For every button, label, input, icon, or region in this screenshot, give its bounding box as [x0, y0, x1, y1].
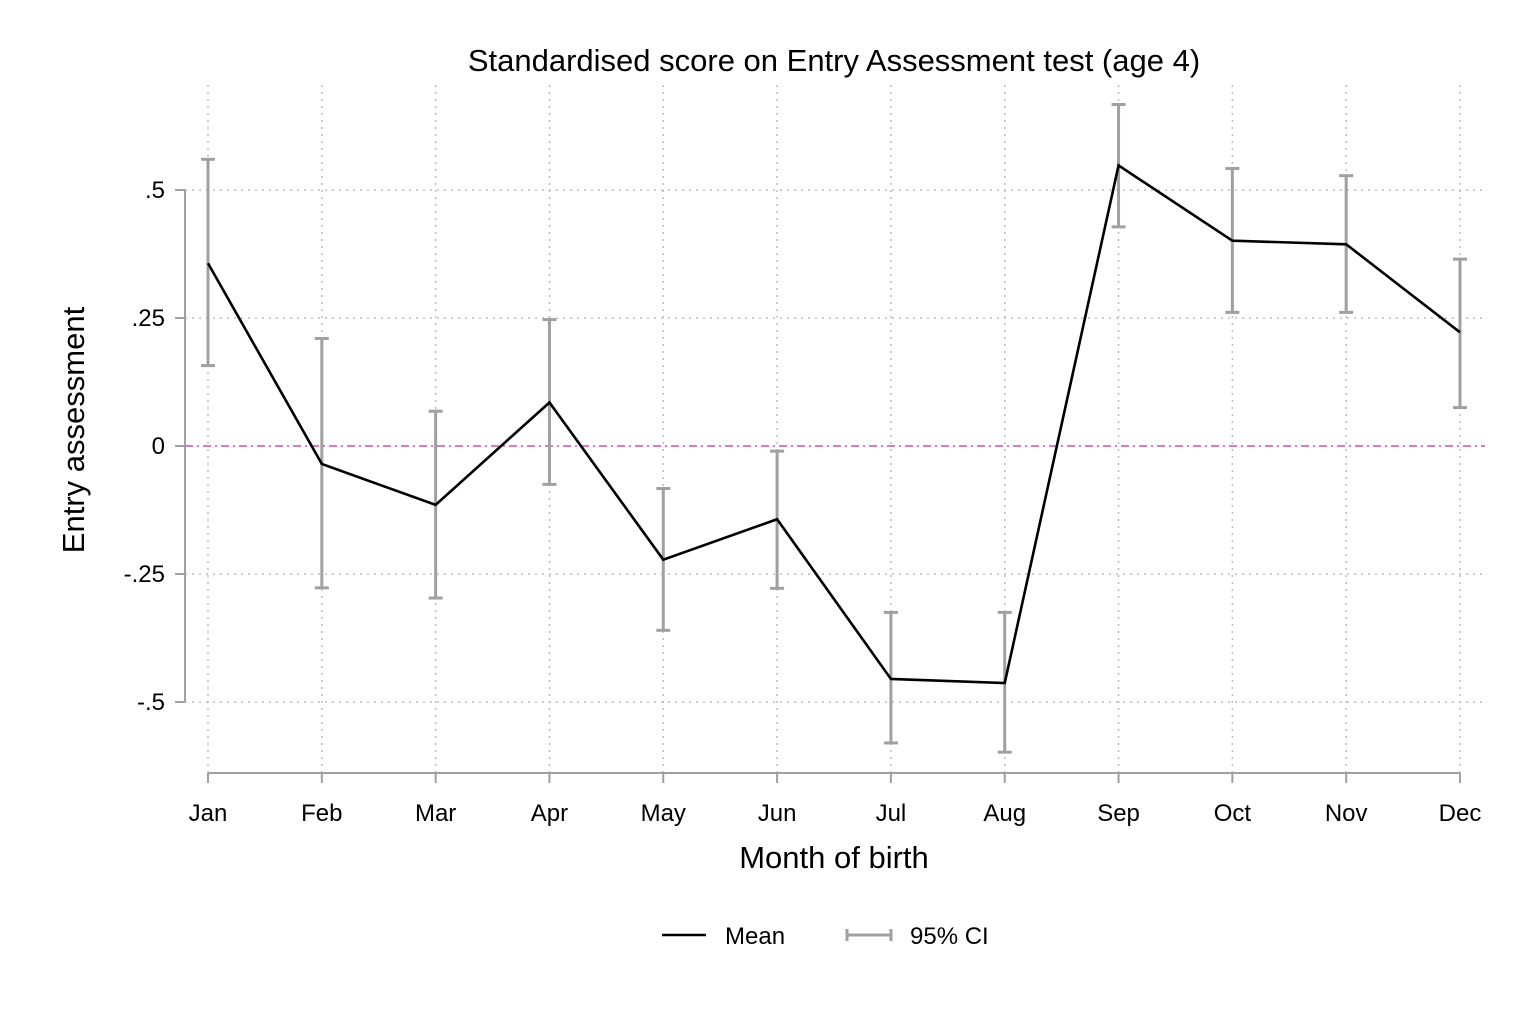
legend-label-mean: Mean: [725, 923, 785, 950]
legend-label-ci: 95% CI: [910, 923, 989, 950]
legend: Mean 95% CI: [662, 923, 989, 950]
ci-bar: [1453, 257, 1467, 410]
y-tick-label: .25: [132, 305, 165, 332]
x-tick-label: Sep: [1097, 800, 1140, 827]
x-axis-title: Month of birth: [739, 840, 929, 875]
y-tick-label: 0: [152, 433, 165, 460]
y-tick-label: .5: [145, 177, 165, 204]
x-tick-label: Dec: [1439, 800, 1482, 827]
x-tick-label: May: [641, 800, 686, 827]
x-tick-label: Mar: [415, 800, 456, 827]
y-tick-label: -.25: [124, 561, 165, 588]
x-tick-label: Jan: [189, 800, 228, 827]
y-axis-title: Entry assessment: [56, 306, 91, 553]
ci-series: [201, 102, 1467, 754]
x-tick-label: Jul: [876, 800, 907, 827]
x-tick-label: Oct: [1214, 800, 1252, 827]
axes: .5 .25 0 -.25 -.5 Jan Feb Mar Apr May Jun Jul Aug Sep…: [124, 177, 1482, 827]
x-tick-label: Feb: [301, 800, 342, 827]
x-tick-label: Nov: [1325, 800, 1368, 827]
y-tick-label: -.5: [137, 689, 165, 716]
mean-line: [206, 163, 1461, 685]
ci-bar: [201, 157, 215, 368]
chart-title: Standardised score on Entry Assessment t…: [468, 43, 1200, 78]
x-tick-label: Aug: [983, 800, 1026, 827]
x-tick-label: Jun: [758, 800, 797, 827]
x-tick-label: Apr: [531, 800, 568, 827]
grid: [185, 85, 1485, 773]
mean-series: [206, 163, 1461, 685]
